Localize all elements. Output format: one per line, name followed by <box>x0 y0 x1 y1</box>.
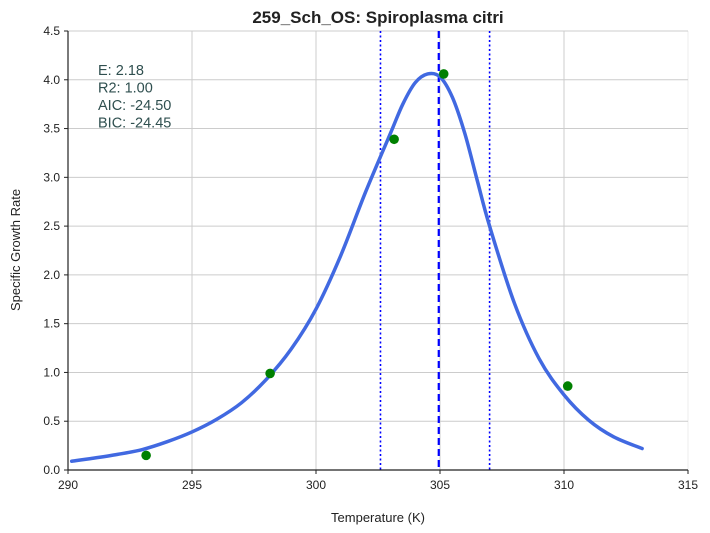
axes <box>67 31 688 471</box>
grid <box>68 30 689 470</box>
y-tick-label: 3.5 <box>43 122 60 136</box>
x-tick-label: 315 <box>678 478 698 492</box>
fit-stat-line: AIC: -24.50 <box>98 98 171 114</box>
y-tick-label: 2.0 <box>43 268 60 282</box>
data-point <box>141 450 151 461</box>
x-tick-labels: 290 295 300 305 310 315 <box>58 470 698 492</box>
y-tick-label: 4.0 <box>43 73 60 87</box>
y-tick-label: 0.0 <box>43 463 60 477</box>
fit-stat-line: R2: 1.00 <box>98 81 153 97</box>
x-tick-label: 310 <box>554 478 574 492</box>
y-tick-label: 1.0 <box>43 365 60 379</box>
fit-curve <box>69 71 644 463</box>
y-tick-label: 1.5 <box>43 317 60 331</box>
fit-stat-line: E: 2.18 <box>98 63 144 79</box>
x-tick-label: 305 <box>430 478 450 492</box>
chart-title: 259_Sch_OS: Spiroplasma citri <box>252 8 503 27</box>
data-points <box>141 69 573 461</box>
y-tick-label: 2.5 <box>43 219 60 233</box>
data-point <box>265 368 275 379</box>
y-tick-label: 3.0 <box>43 170 60 184</box>
x-tick-label: 300 <box>306 478 326 492</box>
x-axis-label: Temperature (K) <box>331 510 425 525</box>
y-tick-label: 0.5 <box>43 414 60 428</box>
x-tick-label: 290 <box>58 478 78 492</box>
data-point <box>562 381 573 391</box>
data-point <box>438 69 449 79</box>
y-tick-label: 4.5 <box>43 24 60 38</box>
reference-lines <box>379 31 491 470</box>
x-tick-label: 295 <box>182 478 202 492</box>
y-tick-labels: 0.0 0.5 1.0 1.5 2.0 2.5 3.0 3.5 4.0 4.5 <box>43 24 68 477</box>
data-point <box>389 134 399 145</box>
y-axis-label: Specific Growth Rate <box>8 189 23 311</box>
fit-stat-line: BIC: -24.45 <box>98 116 171 132</box>
